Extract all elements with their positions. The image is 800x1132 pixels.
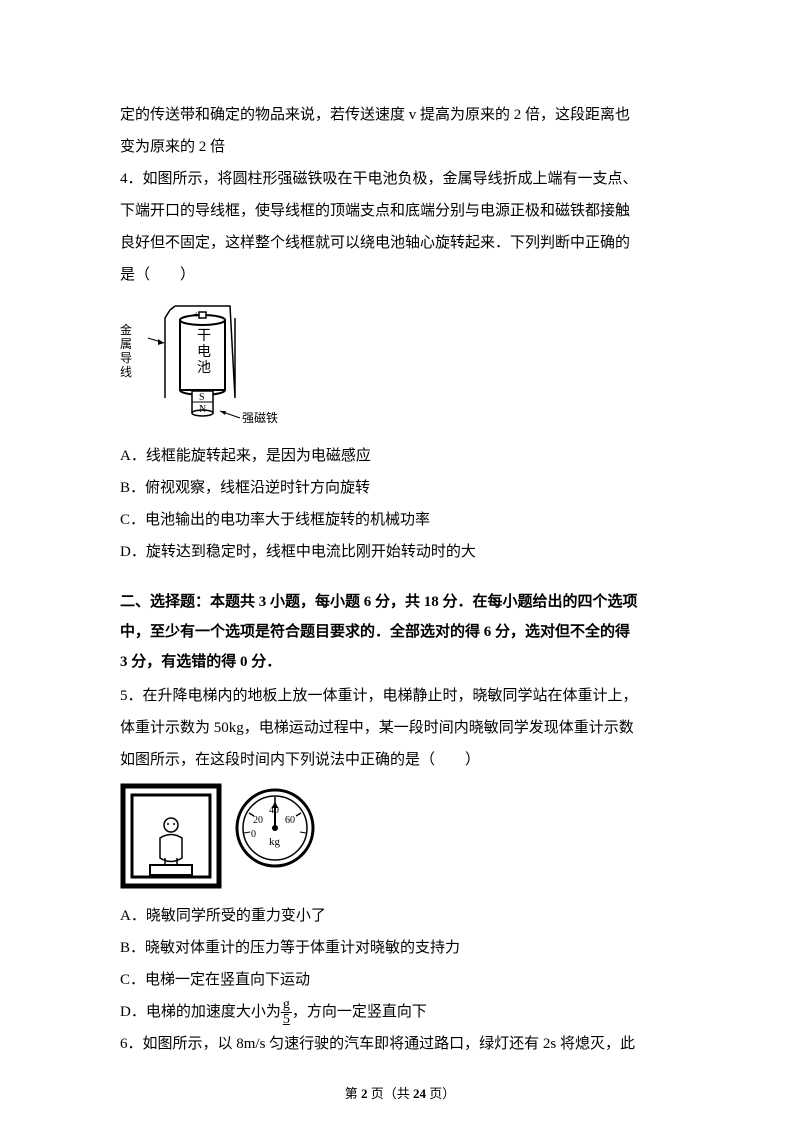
- elevator-scale-diagram: 40 20 60 0 kg: [120, 783, 330, 893]
- page-footer: 第 2 页（共 24 页）: [0, 1083, 800, 1102]
- q6-stem: 6．如图所示，以 8m/s 匀速行驶的汽车即将通过路口，绿灯还有 2s 将熄灭，…: [120, 1029, 680, 1059]
- wire-label-2: 属: [120, 337, 132, 351]
- frac-den: 5: [281, 1013, 292, 1027]
- strongmag-label: 强磁铁: [242, 410, 278, 425]
- magnet-n: N: [199, 404, 206, 415]
- q4-l2: 下端开口的导线框，使导线框的顶端支点和底端分别与电源正极和磁铁都接触: [120, 203, 630, 219]
- q4-option-d: D．旋转达到稳定时，线框中电流比刚开始转动时的大: [120, 537, 680, 567]
- cont-line1: 定的传送带和确定的物品来说，若传送速度 v 提高为原来的 2 倍，这段距离也: [120, 107, 630, 123]
- wire-label-1: 金: [120, 322, 132, 337]
- cont-line2: 变为原来的 2 倍: [120, 139, 225, 155]
- sec2-l3: 3 分，有选错的得 0 分．: [120, 647, 680, 677]
- q4-l4: 是（ ）: [120, 267, 195, 283]
- q4-option-a: A．线框能旋转起来，是因为电磁感应: [120, 441, 680, 471]
- q4-l3: 良好但不固定，这样整个线框就可以绕电池轴心旋转起来．下列判断中正确的: [120, 235, 630, 251]
- battery-label-2: 电: [197, 344, 211, 360]
- q4-stem-l2: 下端开口的导线框，使导线框的顶端支点和底端分别与电源正极和磁铁都接触: [120, 196, 680, 226]
- q5-l2: 体重计示数为 50kg，电梯运动过程中，某一段时间内晓敏同学发现体重计示数: [120, 720, 634, 736]
- q4-l1: 4．如图所示，将圆柱形强磁铁吸在干电池负极，金属导线折成上端有一支点、: [120, 171, 638, 187]
- wire-label-3: 导: [120, 351, 132, 365]
- q6-l1: 6．如图所示，以 8m/s 匀速行驶的汽车即将通过路口，绿灯还有 2s 将熄灭，…: [120, 1036, 635, 1052]
- q5-d-post: ，方向一定竖直向下: [292, 1004, 427, 1020]
- q5-stem: 5．在升降电梯内的地板上放一体重计，电梯静止时，晓敏同学站在体重计上，: [120, 681, 680, 711]
- tick-60: 60: [285, 815, 295, 826]
- tick-0: 0: [251, 829, 256, 840]
- tick-20: 20: [253, 815, 263, 826]
- q5-stem-l3: 如图所示，在这段时间内下列说法中正确的是（ ）: [120, 745, 680, 775]
- q5-option-a: A．晓敏同学所受的重力变小了: [120, 901, 680, 931]
- continued-text: 定的传送带和确定的物品来说，若传送速度 v 提高为原来的 2 倍，这段距离也: [120, 100, 680, 130]
- q4-option-c: C．电池输出的电功率大于线框旋转的机械功率: [120, 505, 680, 535]
- fraction-g-over-5: g5: [281, 998, 292, 1027]
- plus-icon: +: [193, 309, 199, 321]
- frac-num: g: [281, 998, 292, 1013]
- footer-total: 24: [413, 1086, 426, 1101]
- q5-option-d: D．电梯的加速度大小为g5，方向一定竖直向下: [120, 997, 680, 1027]
- q5-figure: 40 20 60 0 kg: [120, 783, 680, 893]
- q5-l3: 如图所示，在这段时间内下列说法中正确的是（ ）: [120, 752, 480, 768]
- q5-d-pre: D．电梯的加速度大小为: [120, 1004, 281, 1020]
- footer-suffix: 页）: [426, 1086, 455, 1101]
- continued-text-2: 变为原来的 2 倍: [120, 132, 680, 162]
- q4-figure: + 干 电 池 S N 强磁铁 金 属 导 线: [120, 298, 680, 433]
- sec2-l1: 二、选择题：本题共 3 小题，每小题 6 分，共 18 分．在每小题给出的四个选…: [120, 587, 680, 617]
- q4-stem: 4．如图所示，将圆柱形强磁铁吸在干电池负极，金属导线折成上端有一支点、: [120, 164, 680, 194]
- q5-stem-l2: 体重计示数为 50kg，电梯运动过程中，某一段时间内晓敏同学发现体重计示数: [120, 713, 680, 743]
- battery-motor-diagram: + 干 电 池 S N 强磁铁 金 属 导 线: [120, 298, 280, 433]
- magnet-s: S: [199, 392, 205, 403]
- section2-header: 二、选择题：本题共 3 小题，每小题 6 分，共 18 分．在每小题给出的四个选…: [120, 587, 680, 677]
- sec2-l2: 中，至少有一个选项是符合题目要求的．全部选对的得 6 分，选对但不全的得: [120, 617, 680, 647]
- page-content: 定的传送带和确定的物品来说，若传送速度 v 提高为原来的 2 倍，这段距离也 变…: [0, 0, 800, 1111]
- q4-stem-l3: 良好但不固定，这样整个线框就可以绕电池轴心旋转起来．下列判断中正确的: [120, 228, 680, 258]
- q5-option-b: B．晓敏对体重计的压力等于体重计对晓敏的支持力: [120, 933, 680, 963]
- unit-kg: kg: [269, 836, 281, 848]
- battery-label-3: 池: [197, 360, 211, 376]
- q4-stem-l4: 是（ ）: [120, 260, 680, 290]
- footer-mid: 页（共: [367, 1086, 413, 1101]
- wire-label-4: 线: [120, 365, 132, 379]
- q4-option-b: B．俯视观察，线框沿逆时针方向旋转: [120, 473, 680, 503]
- q5-l1: 5．在升降电梯内的地板上放一体重计，电梯静止时，晓敏同学站在体重计上，: [120, 688, 638, 704]
- footer-prefix: 第: [345, 1086, 361, 1101]
- q5-option-c: C．电梯一定在竖直向下运动: [120, 965, 680, 995]
- battery-label-1: 干: [197, 329, 211, 344]
